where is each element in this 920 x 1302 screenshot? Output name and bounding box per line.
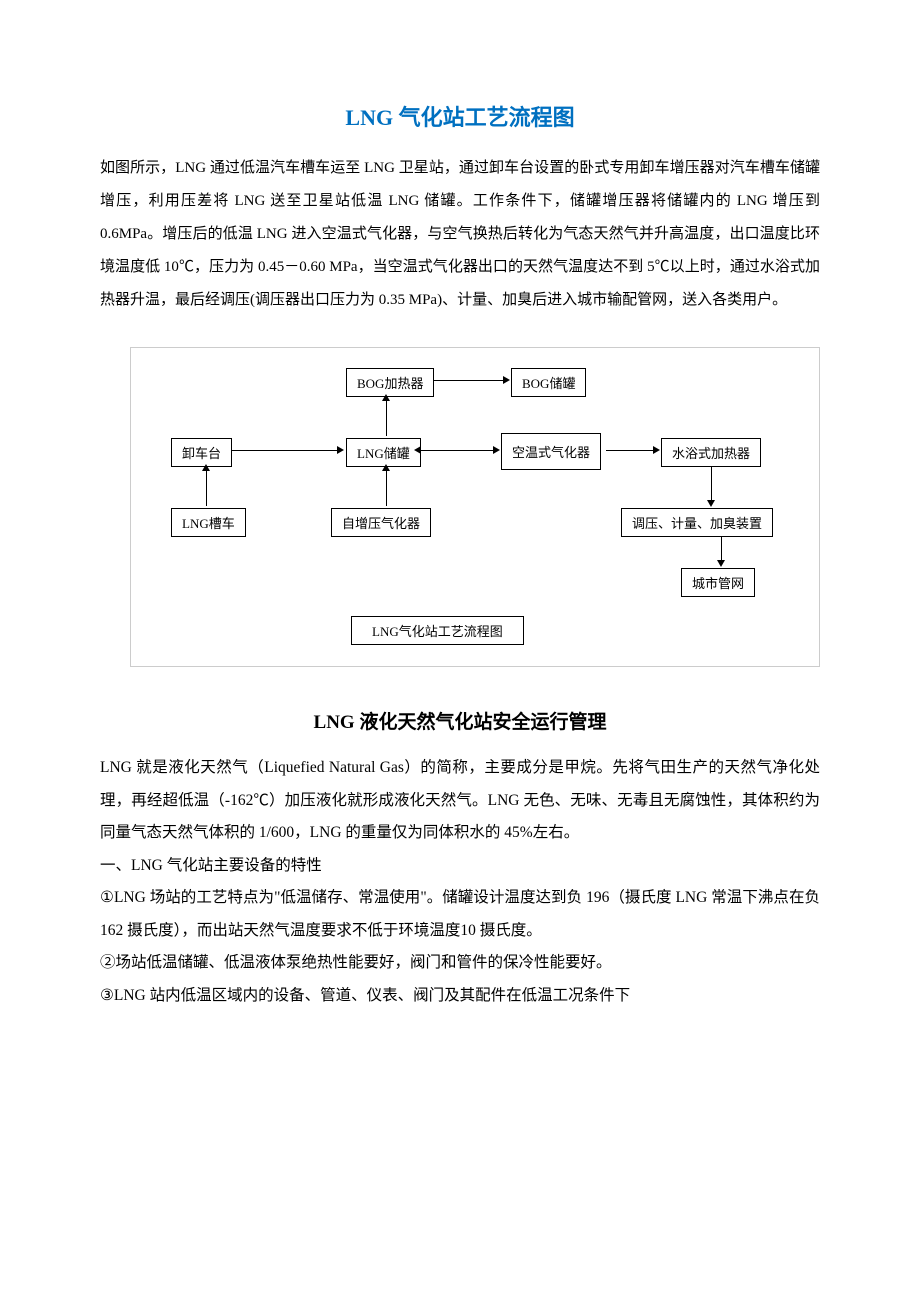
node-water-heater: 水浴式加热器	[661, 438, 761, 467]
node-lng-truck: LNG槽车	[171, 508, 246, 537]
node-city-network: 城市管网	[681, 568, 755, 597]
body-para-4: ③LNG 站内低温区域内的设备、管道、仪表、阀门及其配件在低温工况条件下	[100, 980, 820, 1013]
section-title: LNG 液化天然气化站安全运行管理	[100, 707, 820, 734]
body-para-3: ②场站低温储罐、低温液体泵绝热性能要好，阀门和管件的保冷性能要好。	[100, 947, 820, 980]
node-bog-tank: BOG储罐	[511, 368, 586, 397]
node-bog-heater: BOG加热器	[346, 368, 434, 397]
node-regulator: 调压、计量、加臭装置	[621, 508, 773, 537]
node-unload: 卸车台	[171, 438, 232, 467]
flowchart-diagram: BOG加热器 BOG储罐 卸车台 LNG储罐 空温式气化器 水浴式加热器 LNG…	[130, 347, 820, 667]
body-para-2: ①LNG 场站的工艺特点为"低温储存、常温使用"。储罐设计温度达到负 196（摄…	[100, 882, 820, 947]
node-air-vaporizer: 空温式气化器	[501, 433, 601, 470]
node-lng-tank: LNG储罐	[346, 438, 421, 467]
node-self-vaporizer: 自增压气化器	[331, 508, 431, 537]
page-title: LNG 气化站工艺流程图	[100, 100, 820, 132]
intro-paragraph: 如图所示，LNG 通过低温汽车槽车运至 LNG 卫星站，通过卸车台设置的卧式专用…	[100, 152, 820, 317]
body-para-1: 一、LNG 气化站主要设备的特性	[100, 850, 820, 883]
flowchart-caption: LNG气化站工艺流程图	[351, 616, 524, 645]
body-para-0: LNG 就是液化天然气（Liquefied Natural Gas）的简称，主要…	[100, 752, 820, 850]
